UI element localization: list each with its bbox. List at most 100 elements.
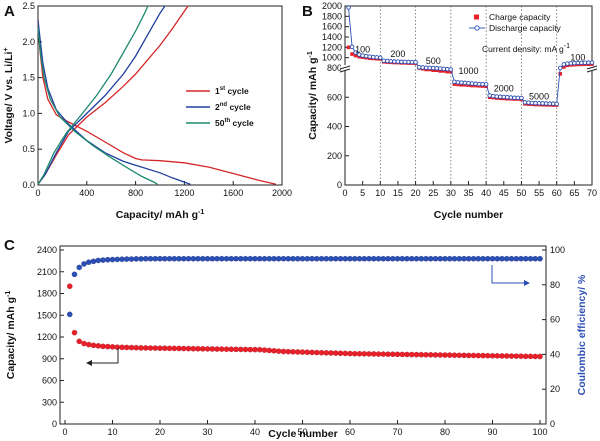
- point-efficiency-c: [271, 255, 277, 262]
- point-efficiency-c: [166, 255, 173, 262]
- y-tick-label-b: 600: [327, 92, 342, 102]
- point-efficiency-c: [261, 255, 268, 262]
- point-efficiency-c: [522, 255, 529, 262]
- point-efficiency-c: [142, 255, 149, 262]
- arrowhead-efficiency-c: [524, 280, 530, 286]
- point-discharge-b: [550, 101, 556, 106]
- x-tick-label-a: 800: [128, 188, 143, 198]
- axis-break-mark-b: [339, 65, 351, 70]
- point-capacity-c: [328, 350, 334, 356]
- y-tick-label-c: 900: [42, 354, 57, 364]
- point-efficiency-c: [128, 256, 135, 262]
- point-discharge-b: [363, 53, 369, 59]
- x-tick-label-c: 0: [62, 427, 67, 437]
- point-capacity-c: [309, 349, 315, 356]
- y2-tick-label-c: 0: [550, 419, 555, 429]
- point-efficiency-c: [537, 255, 543, 262]
- point-capacity-c: [109, 344, 116, 350]
- point-efficiency-c: [223, 255, 230, 262]
- point-efficiency-c: [318, 255, 325, 262]
- point-discharge-b: [399, 59, 404, 65]
- panel-label-b: B: [302, 3, 313, 20]
- point-capacity-c: [404, 351, 410, 358]
- x-tick-label-c: 40: [250, 427, 260, 437]
- point-charge-b: [558, 72, 563, 76]
- point-discharge-b: [374, 55, 380, 60]
- point-capacity-c: [313, 349, 320, 356]
- panel-label-a: A: [4, 3, 15, 20]
- point-capacity-c: [461, 352, 467, 359]
- arrow-capacity-c: [88, 348, 119, 364]
- point-efficiency-c: [104, 256, 111, 263]
- series-2-charge-line: [37, 5, 166, 185]
- point-efficiency-c: [361, 255, 368, 262]
- point-efficiency-c: [446, 255, 453, 262]
- series-2-discharge-line: [37, 20, 191, 185]
- y2-tick-label-c: 60: [550, 315, 560, 325]
- point-efficiency-c: [394, 255, 401, 262]
- point-discharge-b: [434, 66, 439, 71]
- point-efficiency-c: [442, 255, 448, 262]
- point-capacity-c: [465, 352, 472, 359]
- point-efficiency-c: [389, 255, 396, 262]
- point-capacity-c: [356, 350, 363, 357]
- point-efficiency-c: [304, 255, 311, 262]
- point-discharge-b: [427, 65, 432, 71]
- point-charge-b: [445, 69, 450, 74]
- point-capacity-c: [171, 345, 178, 352]
- point-capacity-c: [432, 352, 439, 358]
- point-efficiency-c: [185, 255, 192, 262]
- rate-label-b: 100: [570, 52, 585, 62]
- point-capacity-c: [266, 347, 273, 354]
- point-capacity-c: [470, 352, 477, 359]
- point-capacity-c: [190, 345, 197, 352]
- point-efficiency-c: [138, 256, 144, 262]
- point-efficiency-c: [176, 255, 182, 262]
- point-efficiency-c: [152, 255, 159, 262]
- point-discharge-b: [346, 5, 351, 10]
- x-axis-label-c: Cycle number: [268, 428, 337, 440]
- point-discharge-b: [462, 80, 468, 86]
- point-capacity-c: [418, 351, 425, 358]
- series-1-discharge-line: [37, 20, 277, 185]
- point-capacity-c: [138, 345, 144, 351]
- y2-tick-label-c: 100: [550, 245, 565, 255]
- point-capacity-c: [90, 342, 97, 349]
- x-tick-label-c: 50: [297, 427, 307, 437]
- y-tick-label-b: 400: [327, 122, 342, 132]
- point-efficiency-c: [404, 255, 410, 262]
- point-capacity-c: [209, 346, 216, 352]
- point-efficiency-c: [351, 255, 358, 262]
- point-discharge-b: [501, 94, 507, 100]
- series-50-charge-line: [37, 5, 149, 185]
- point-capacity-c: [95, 342, 102, 349]
- point-discharge-b: [370, 54, 376, 60]
- legend-entry-b: Charge capacity: [489, 12, 551, 22]
- y-tick-label-b: 200: [327, 151, 342, 161]
- x-axis-label-a: Capacity/ mAh g-1: [116, 209, 205, 221]
- x-tick-label-b: 50: [516, 188, 526, 198]
- point-capacity-c: [71, 329, 78, 336]
- point-discharge-b: [505, 94, 510, 100]
- point-efficiency-c: [218, 255, 225, 262]
- point-capacity-c: [446, 352, 453, 358]
- point-efficiency-c: [513, 255, 520, 262]
- point-efficiency-c: [418, 255, 425, 262]
- y-tick-label-c: 2400: [37, 245, 57, 255]
- point-capacity-c: [119, 344, 125, 351]
- x-tick-label-b: 70: [587, 188, 597, 198]
- point-efficiency-c: [427, 255, 434, 262]
- point-discharge-b: [543, 101, 549, 106]
- point-efficiency-c: [437, 255, 444, 262]
- y-tick-label-c: 2100: [37, 267, 57, 277]
- point-capacity-c: [480, 352, 486, 359]
- point-discharge-b: [409, 59, 415, 65]
- point-capacity-c: [275, 348, 282, 354]
- point-capacity-c: [408, 351, 415, 358]
- point-capacity-c: [442, 352, 448, 358]
- point-efficiency-c: [285, 255, 292, 262]
- rate-label-b: 2000: [494, 83, 514, 93]
- x-tick-label-c: 70: [392, 427, 402, 437]
- point-capacity-c: [123, 344, 130, 351]
- point-efficiency-c: [366, 255, 372, 262]
